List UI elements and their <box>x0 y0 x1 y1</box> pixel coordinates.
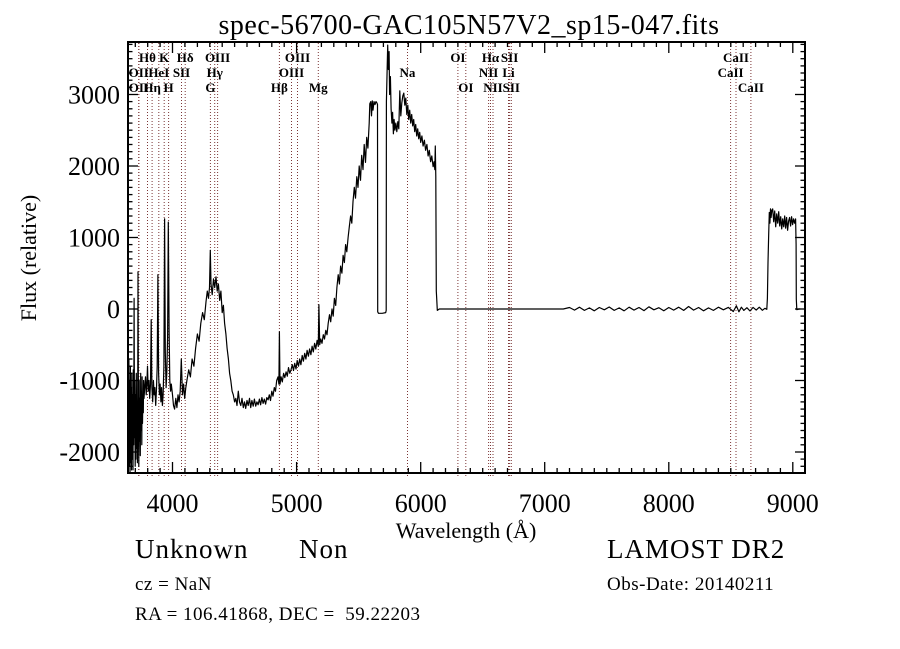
spectral-line-label: OIII <box>285 50 310 65</box>
y-tick-label: 3000 <box>68 81 120 110</box>
spectral-line-label: CaII <box>738 80 764 95</box>
spectral-line-label: NII <box>479 65 499 80</box>
spectral-line-label: Li <box>502 65 515 80</box>
survey-label: LAMOST DR2 <box>607 534 786 564</box>
spectral-line-label: SII <box>501 50 518 65</box>
spectral-line-label: OI <box>450 50 465 65</box>
spectral-line-label: Hγ <box>207 65 223 80</box>
spectral-line-label: SII <box>173 65 190 80</box>
spectral-line-label: Hβ <box>271 80 288 95</box>
spectral-line-label: SII <box>503 80 520 95</box>
obsdate-text: Obs-Date: 20140211 <box>607 574 775 595</box>
spectral-line-label: Hη <box>143 80 161 95</box>
spectral-line-label: Hα <box>482 50 500 65</box>
class-label: Unknown <box>135 534 249 564</box>
spectral-line-label: Hθ <box>139 50 156 65</box>
chart-title: spec-56700-GAC105N57V2_sp15-047.fits <box>219 10 720 41</box>
x-tick-label: 5000 <box>271 489 323 518</box>
spectral-line-label: K <box>159 50 170 65</box>
spectral-line-label: NII <box>483 80 503 95</box>
y-tick-label: 0 <box>107 295 120 324</box>
subclass-label: Non <box>299 534 349 564</box>
spectral-line-label: CaII <box>723 50 749 65</box>
spectral-line-label: G <box>205 80 215 95</box>
x-tick-label: 9000 <box>767 489 819 518</box>
spectral-line-label: Na <box>400 65 416 80</box>
spectral-line-label: OIII <box>205 50 230 65</box>
x-axis-label: Wavelength (Å) <box>396 518 537 543</box>
y-tick-label: 1000 <box>68 224 120 253</box>
spectral-line-label: OI <box>458 80 473 95</box>
spectral-line-label: Mg <box>309 80 328 95</box>
spectral-line-label: Hδ <box>177 50 194 65</box>
spectral-line-label: H <box>164 80 174 95</box>
spectral-line-label: OII <box>129 80 149 95</box>
plot-area: 4000 5000 6000 7000 8000 9000 -2000 -1000 0 1000 2… <box>59 41 819 518</box>
plot-frame <box>127 41 806 474</box>
y-tick-label: -1000 <box>59 367 120 396</box>
cz-text: cz = NaN <box>135 574 212 595</box>
x-tick-label: 6000 <box>395 489 447 518</box>
spectral-line-label: CaII <box>718 65 744 80</box>
spectral-line-label: HeI <box>148 65 169 80</box>
y-tick-label: 2000 <box>68 152 120 181</box>
spectral-line-label: OIII <box>279 65 304 80</box>
x-tick-label: 4000 <box>147 489 199 518</box>
y-tick-label: -2000 <box>59 438 120 467</box>
x-tick-label: 7000 <box>519 489 571 518</box>
y-axis-label: Flux (relative) <box>16 195 41 321</box>
spectrum-curve <box>127 44 801 474</box>
x-tick-label: 8000 <box>643 489 695 518</box>
spectral-line-label: OII <box>129 65 149 80</box>
radec-text: RA = 106.41868, DEC = 59.22203 <box>135 604 421 625</box>
